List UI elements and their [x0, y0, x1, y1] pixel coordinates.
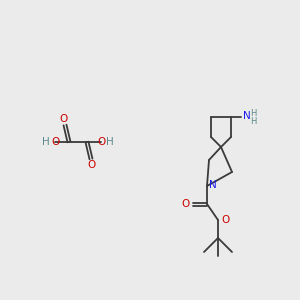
Text: N: N: [243, 111, 251, 121]
Text: N: N: [209, 180, 217, 190]
Text: H: H: [250, 116, 256, 125]
Text: H: H: [42, 137, 50, 147]
Text: O: O: [222, 215, 230, 225]
Text: O: O: [88, 160, 96, 170]
Text: O: O: [60, 114, 68, 124]
Text: O: O: [182, 199, 190, 209]
Text: H: H: [106, 137, 114, 147]
Text: O: O: [51, 137, 59, 147]
Text: H: H: [250, 109, 256, 118]
Text: O: O: [97, 137, 105, 147]
